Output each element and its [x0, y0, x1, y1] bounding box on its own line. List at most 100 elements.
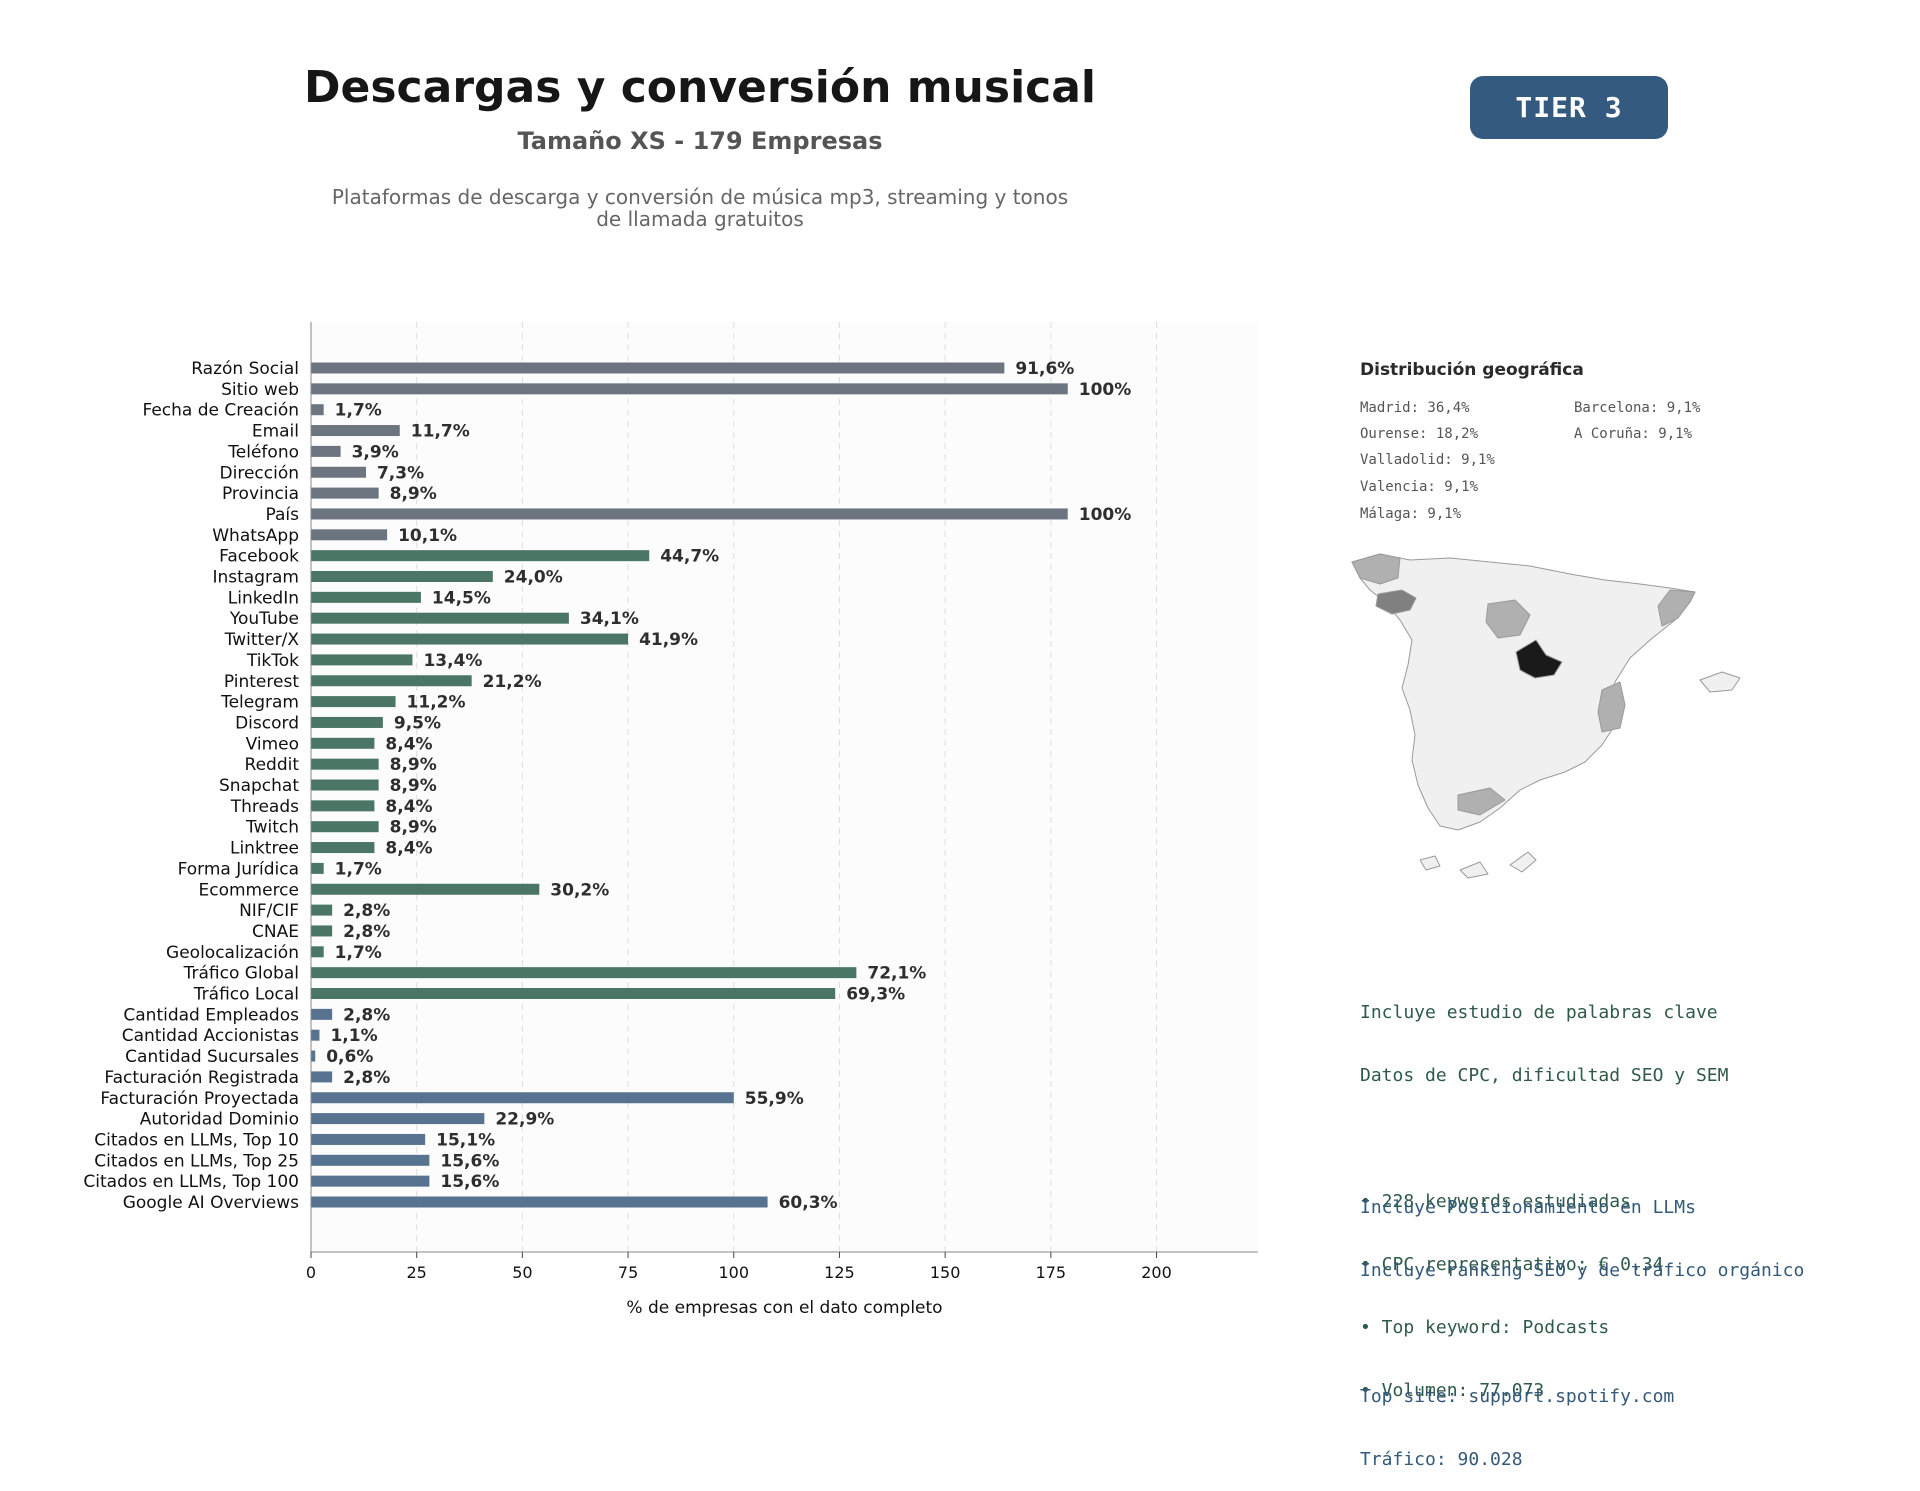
category-label: Autoridad Dominio: [140, 1110, 299, 1130]
bar: [311, 1175, 430, 1187]
bar: [311, 383, 1068, 395]
category-label: Linktree: [230, 839, 299, 859]
bar: [311, 779, 379, 791]
seo-info-block: Incluye estudio de palabras clave Datos …: [1360, 960, 1728, 1422]
data-label: 1,7%: [335, 859, 382, 879]
data-label: 15,1%: [436, 1130, 495, 1150]
bar: [311, 967, 857, 979]
category-label: Twitter/X: [224, 630, 300, 650]
llm-traffic: Tráfico: 90.028: [1360, 1449, 1523, 1470]
data-label: 3,9%: [352, 442, 399, 462]
bar: [311, 362, 1005, 374]
data-label: 2,8%: [343, 1005, 390, 1025]
category-label: YouTube: [229, 609, 299, 629]
bar: [311, 675, 472, 687]
data-label: 11,7%: [411, 422, 470, 442]
x-tick-label: 75: [618, 1263, 638, 1282]
spain-mainland-shape: [1351, 553, 1696, 831]
geo-item-a-coruna: A Coruña: 9,1%: [1574, 426, 1693, 442]
bar: [311, 925, 333, 937]
bar: [311, 883, 540, 895]
bar: [311, 842, 375, 854]
geo-item-valladolid: Valladolid: 9,1%: [1360, 452, 1495, 468]
data-label: 55,9%: [745, 1089, 804, 1109]
data-label: 15,6%: [440, 1151, 499, 1171]
data-label: 2,8%: [343, 922, 390, 942]
data-label: 13,4%: [423, 651, 482, 671]
bar: [311, 696, 396, 708]
bar-chart: Razón Social 91,6% Sitio web 100% Fecha de C…: [83, 322, 1258, 1318]
bar: [311, 654, 413, 666]
data-label: 2,8%: [343, 1068, 390, 1088]
category-label: País: [266, 505, 300, 525]
data-label: 60,3%: [779, 1193, 838, 1213]
page-title: Descargas y conversión musical: [303, 62, 1097, 113]
bar: [311, 633, 629, 645]
x-tick-label: 150: [930, 1263, 961, 1282]
category-label: TikTok: [246, 651, 299, 671]
category-label: Teléfono: [227, 442, 299, 462]
category-label: Twitch: [245, 818, 299, 838]
bar: [311, 591, 421, 603]
valladolid-shape: [1485, 599, 1531, 639]
category-label: LinkedIn: [228, 588, 299, 608]
bar: [311, 716, 383, 728]
x-tick-label: 25: [407, 1263, 427, 1282]
category-label: Dirección: [220, 463, 299, 483]
category-label: Snapchat: [219, 776, 299, 796]
data-label: 69,3%: [846, 985, 905, 1005]
data-label: 91,6%: [1015, 359, 1074, 379]
category-label: Pinterest: [224, 672, 299, 692]
data-label: 22,9%: [495, 1110, 554, 1130]
bar: [311, 612, 569, 624]
seo-bullet-top-keyword: • Top keyword: Podcasts: [1360, 1317, 1610, 1338]
bar: [311, 1113, 485, 1125]
category-label: Tráfico Global: [183, 964, 299, 984]
data-label: 8,4%: [385, 734, 432, 754]
llm-line-1: Incluye Posicionamiento en LLMs: [1360, 1197, 1696, 1218]
data-label: 100%: [1079, 380, 1132, 400]
bar: [311, 466, 366, 478]
bar: [311, 1008, 333, 1020]
category-label: Cantidad Accionistas: [122, 1026, 299, 1046]
data-label: 1,7%: [335, 943, 382, 963]
geo-distribution-title: Distribución geográfica: [1360, 360, 1584, 380]
geo-item-malaga: Málaga: 9,1%: [1360, 506, 1462, 522]
category-label: Discord: [235, 713, 299, 733]
category-label: Forma Jurídica: [178, 859, 299, 879]
valencia-shape: [1597, 681, 1626, 733]
x-tick-label: 0: [306, 1263, 316, 1282]
tier-badge: TIER 3: [1470, 76, 1668, 139]
bar: [311, 404, 324, 416]
bar: [311, 800, 375, 812]
galicia-coruna-shape: [1351, 553, 1401, 585]
category-label: Facebook: [219, 547, 299, 567]
data-label: 100%: [1079, 505, 1132, 525]
x-tick-label: 50: [512, 1263, 532, 1282]
data-label: 8,9%: [390, 755, 437, 775]
data-label: 14,5%: [432, 588, 491, 608]
category-label: Facturación Registrada: [104, 1068, 299, 1088]
category-label: Fecha de Creación: [142, 401, 299, 421]
bar: [311, 1133, 426, 1145]
data-label: 41,9%: [639, 630, 698, 650]
data-label: 44,7%: [660, 547, 719, 567]
description-line-1: Plataformas de descarga y conversión de …: [331, 185, 1069, 209]
data-label: 7,3%: [377, 463, 424, 483]
x-tick-label: 175: [1036, 1263, 1067, 1282]
seo-bullet-keywords: • 228 keywords estudiadas: [1360, 1191, 1631, 1212]
bar: [311, 550, 650, 562]
seo-line-1: Incluye estudio de palabras clave: [1360, 1002, 1718, 1023]
bar: [311, 904, 333, 916]
data-label: 34,1%: [580, 609, 639, 629]
data-label: 8,9%: [390, 776, 437, 796]
category-label: WhatsApp: [212, 526, 299, 546]
category-label: Facturación Proyectada: [100, 1089, 299, 1109]
malaga-shape: [1457, 787, 1506, 816]
geo-item-barcelona: Barcelona: 9,1%: [1574, 400, 1701, 416]
seo-bullet-volume: • Volumen: 77.073: [1360, 1380, 1545, 1401]
category-label: CNAE: [252, 922, 299, 942]
bar: [311, 445, 341, 457]
category-label: Citados en LLMs, Top 100: [83, 1172, 299, 1192]
description-line-2: de llamada gratuitos: [596, 207, 804, 231]
